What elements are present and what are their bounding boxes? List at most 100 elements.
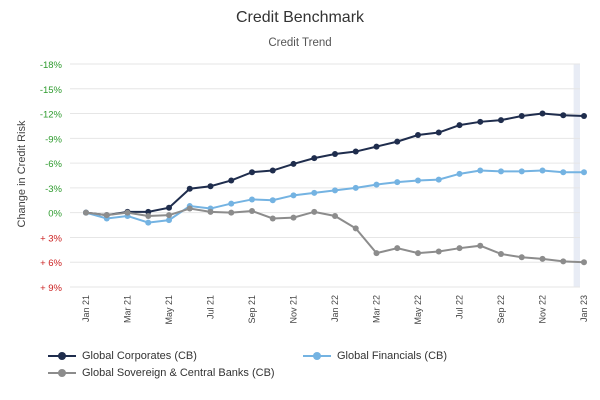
data-point[interactable] — [415, 177, 421, 184]
data-point[interactable] — [166, 204, 172, 211]
x-tick-label: Mar 22 — [372, 295, 382, 323]
x-tick-label: Jul 21 — [206, 295, 216, 319]
data-point[interactable] — [581, 113, 587, 120]
data-point[interactable] — [518, 113, 525, 120]
data-point[interactable] — [560, 169, 567, 176]
data-point[interactable] — [249, 169, 255, 176]
data-point[interactable] — [373, 143, 380, 150]
data-point[interactable] — [477, 242, 484, 249]
data-point[interactable] — [560, 258, 567, 265]
data-point[interactable] — [373, 250, 380, 257]
data-point[interactable] — [394, 179, 401, 186]
data-point[interactable] — [581, 259, 587, 266]
x-tick-label: Sep 21 — [247, 295, 257, 324]
data-point[interactable] — [249, 208, 255, 215]
data-point[interactable] — [145, 208, 152, 215]
data-point[interactable] — [332, 151, 338, 158]
data-point[interactable] — [145, 212, 152, 219]
y-tick-label: -9% — [45, 134, 62, 145]
data-point[interactable] — [145, 219, 152, 226]
grid-group — [70, 63, 580, 288]
data-point[interactable] — [435, 129, 442, 136]
data-point[interactable] — [332, 187, 338, 194]
series-group — [83, 110, 587, 266]
data-point[interactable] — [269, 167, 276, 174]
series-line-0 — [85, 112, 585, 217]
y-tick-labels: -18% -15% -12% -9% -6% -3% 0% + 3% + 6% + 9% — [40, 60, 63, 294]
legend-item-corporates[interactable]: Global Corporates (CB) — [48, 350, 197, 362]
chart-subtitle: Credit Trend — [268, 37, 332, 49]
x-tick-labels: Jan 21 Mar 21 May 21 Jul 21 Sep 21 Nov 21 Jan … — [81, 295, 589, 325]
data-point[interactable] — [456, 245, 463, 252]
data-point[interactable] — [311, 189, 318, 196]
data-point[interactable] — [290, 192, 297, 199]
data-point[interactable] — [352, 225, 359, 232]
data-point[interactable] — [415, 132, 421, 139]
data-point[interactable] — [394, 138, 401, 145]
data-point[interactable] — [456, 122, 463, 129]
data-point[interactable] — [311, 155, 318, 162]
data-point[interactable] — [166, 212, 172, 219]
x-tick-label: Jan 23 — [579, 295, 589, 322]
data-point[interactable] — [249, 196, 255, 203]
data-point[interactable] — [186, 185, 193, 192]
data-point[interactable] — [498, 250, 504, 257]
data-point[interactable] — [435, 176, 442, 183]
highlight-band — [573, 64, 580, 287]
data-point[interactable] — [539, 110, 546, 117]
chart-title: Credit Benchmark — [235, 9, 365, 26]
data-point[interactable] — [415, 250, 421, 257]
legend-swatch-sovereign — [48, 368, 76, 378]
y-tick-label: + 9% — [40, 283, 62, 294]
data-point[interactable] — [332, 212, 338, 219]
data-point[interactable] — [207, 208, 214, 215]
data-point[interactable] — [477, 167, 484, 174]
data-point[interactable] — [539, 255, 546, 262]
legend-item-financials[interactable]: Global Financials (CB) — [303, 350, 447, 362]
legend-label-sovereign: Global Sovereign & Central Banks (CB) — [82, 367, 275, 379]
x-tick-label: May 21 — [164, 295, 174, 325]
legend-label-corporates: Global Corporates (CB) — [82, 350, 197, 362]
data-point[interactable] — [539, 167, 546, 174]
data-point[interactable] — [498, 117, 504, 124]
data-point[interactable] — [124, 209, 131, 216]
data-point[interactable] — [352, 184, 359, 191]
data-point[interactable] — [207, 183, 214, 190]
data-point[interactable] — [166, 217, 172, 224]
data-point[interactable] — [186, 205, 193, 212]
data-point[interactable] — [103, 212, 110, 219]
data-point[interactable] — [228, 209, 235, 216]
data-point[interactable] — [435, 248, 442, 255]
x-tick-label: Nov 21 — [289, 295, 299, 324]
data-point[interactable] — [352, 148, 359, 155]
y-tick-label: -15% — [40, 85, 63, 96]
y-tick-label: -18% — [40, 60, 63, 71]
y-tick-label: + 6% — [40, 258, 62, 269]
y-tick-label: 0% — [48, 209, 62, 220]
data-point[interactable] — [269, 197, 276, 204]
y-tick-label: -3% — [45, 184, 62, 195]
legend-label-financials: Global Financials (CB) — [337, 350, 448, 362]
legend-item-sovereign[interactable]: Global Sovereign & Central Banks (CB) — [48, 367, 275, 379]
data-point[interactable] — [228, 177, 235, 184]
data-point[interactable] — [373, 181, 380, 188]
data-point[interactable] — [477, 118, 484, 125]
x-tick-label: Jan 22 — [330, 295, 340, 322]
data-point[interactable] — [394, 245, 401, 252]
data-point[interactable] — [290, 214, 297, 221]
data-point[interactable] — [560, 112, 567, 119]
data-point[interactable] — [456, 170, 463, 177]
data-point[interactable] — [518, 168, 525, 175]
data-point[interactable] — [269, 215, 276, 222]
data-point[interactable] — [518, 254, 525, 261]
data-point[interactable] — [311, 208, 318, 215]
data-point[interactable] — [498, 168, 504, 175]
data-point[interactable] — [83, 209, 89, 216]
data-point[interactable] — [290, 160, 297, 167]
data-point[interactable] — [228, 200, 235, 207]
data-point[interactable] — [581, 169, 587, 176]
legend-swatch-corporates — [48, 351, 76, 361]
y-tick-label: -12% — [40, 110, 63, 121]
